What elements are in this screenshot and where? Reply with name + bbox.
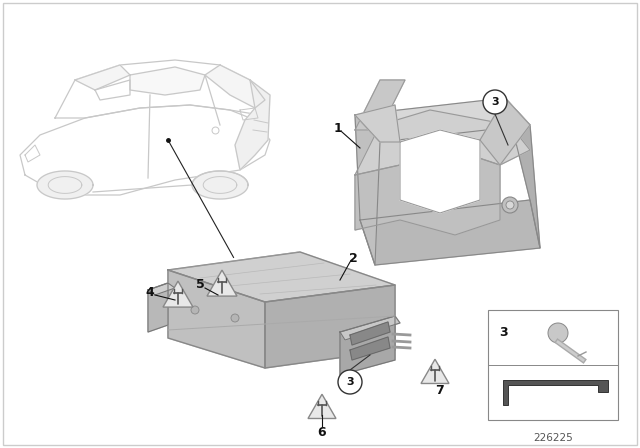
Polygon shape xyxy=(350,337,390,360)
Bar xyxy=(488,310,618,420)
Polygon shape xyxy=(205,65,265,108)
Text: 2: 2 xyxy=(349,253,357,266)
Polygon shape xyxy=(75,65,130,90)
Polygon shape xyxy=(355,115,380,265)
Text: 5: 5 xyxy=(196,279,204,292)
Polygon shape xyxy=(355,150,500,235)
Text: 4: 4 xyxy=(146,287,154,300)
Polygon shape xyxy=(355,80,405,130)
Circle shape xyxy=(191,306,199,314)
Text: 226225: 226225 xyxy=(533,433,573,443)
Polygon shape xyxy=(505,98,540,248)
Polygon shape xyxy=(400,130,480,213)
Polygon shape xyxy=(163,281,193,307)
Polygon shape xyxy=(421,359,449,383)
Text: 6: 6 xyxy=(317,426,326,439)
Polygon shape xyxy=(148,283,175,295)
Polygon shape xyxy=(168,270,265,368)
Polygon shape xyxy=(207,270,237,296)
Circle shape xyxy=(502,197,518,213)
Polygon shape xyxy=(148,283,168,332)
Polygon shape xyxy=(480,98,530,165)
Text: 7: 7 xyxy=(436,383,444,396)
Polygon shape xyxy=(308,394,336,418)
Text: 3: 3 xyxy=(499,326,508,339)
Polygon shape xyxy=(168,252,395,302)
Polygon shape xyxy=(37,171,93,199)
Polygon shape xyxy=(355,105,400,142)
Polygon shape xyxy=(360,200,540,265)
Polygon shape xyxy=(130,67,205,95)
Circle shape xyxy=(506,201,514,209)
Polygon shape xyxy=(20,105,270,195)
Circle shape xyxy=(338,370,362,394)
Polygon shape xyxy=(192,171,248,199)
Polygon shape xyxy=(235,80,270,170)
Polygon shape xyxy=(55,60,265,118)
Polygon shape xyxy=(340,316,395,375)
Polygon shape xyxy=(350,322,390,345)
Polygon shape xyxy=(503,380,608,405)
Text: 1: 1 xyxy=(333,121,342,134)
Circle shape xyxy=(483,90,507,114)
Circle shape xyxy=(231,314,239,322)
Polygon shape xyxy=(265,285,395,368)
Text: 3: 3 xyxy=(491,97,499,107)
Polygon shape xyxy=(340,316,400,340)
Polygon shape xyxy=(355,110,530,175)
Polygon shape xyxy=(355,98,530,142)
Text: 3: 3 xyxy=(346,377,354,387)
Circle shape xyxy=(548,323,568,343)
